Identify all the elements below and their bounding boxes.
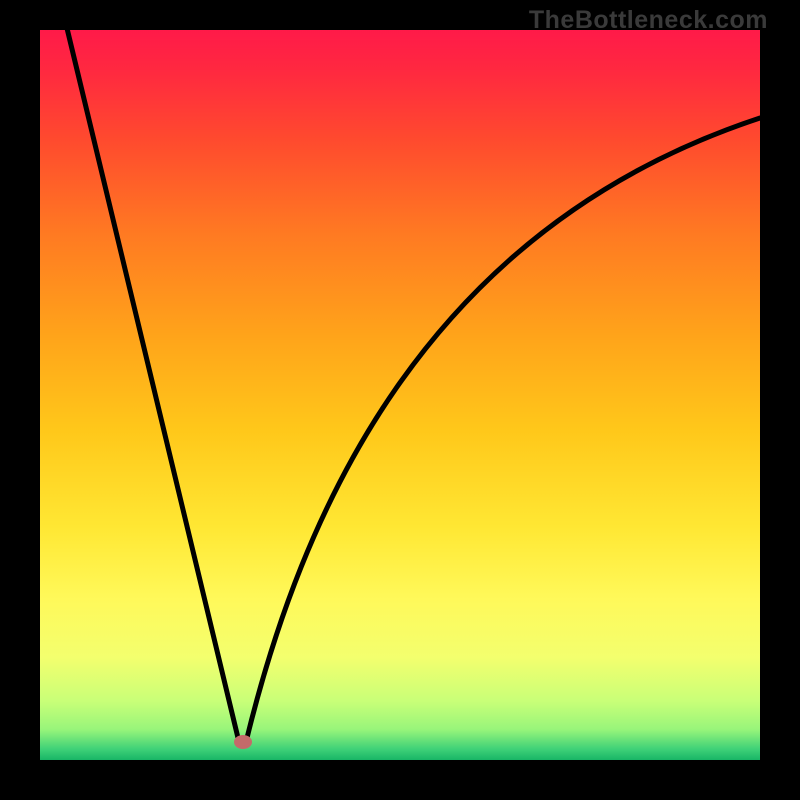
vertex-marker [234,735,252,749]
plot-background [40,30,760,760]
plot-svg [0,0,800,800]
watermark-text: TheBottleneck.com [529,6,768,35]
chart-root: TheBottleneck.com [0,0,800,800]
